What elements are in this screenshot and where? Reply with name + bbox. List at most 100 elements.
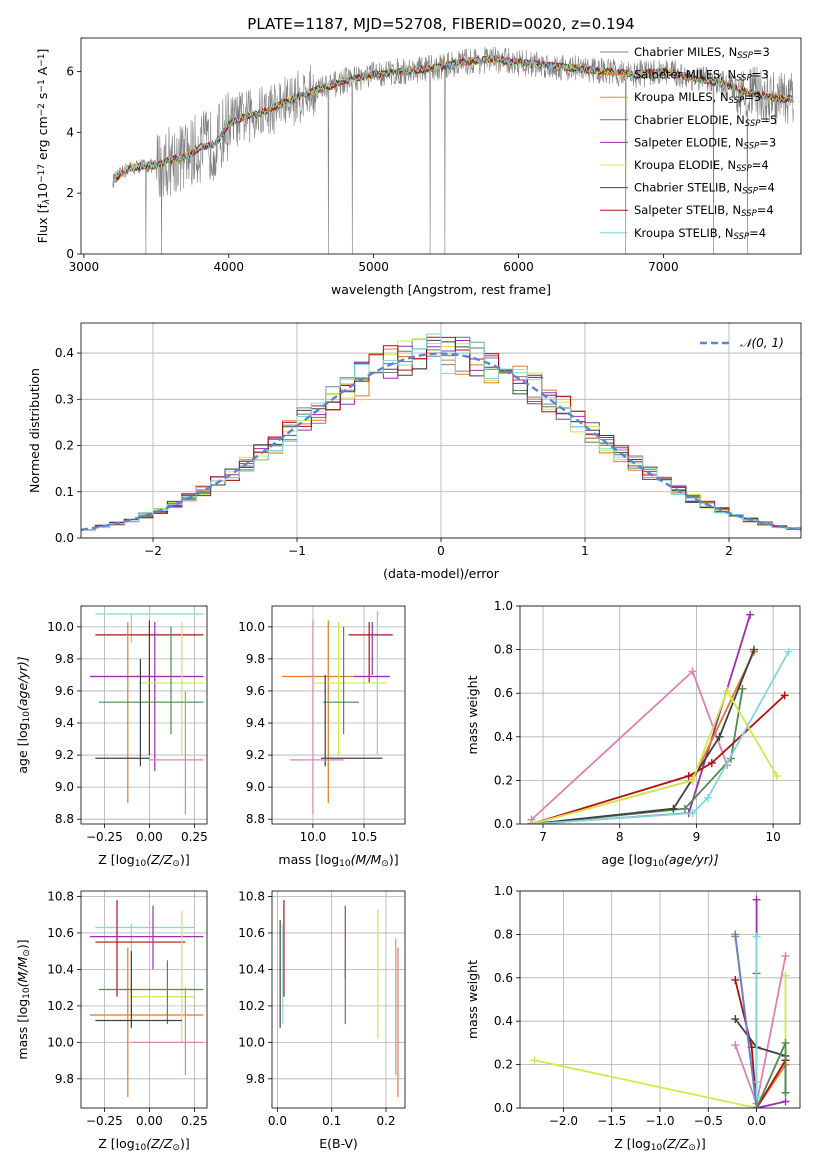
series-marker: [688, 776, 697, 785]
legend-entry: Kroupa ELODIE, NSSP=4: [634, 158, 769, 174]
series-marker: [752, 1104, 761, 1108]
x-axis-label: (data-model)/error: [383, 566, 500, 581]
y-tick-label: 1.0: [494, 599, 513, 613]
y-tick-label: 6: [66, 64, 74, 78]
x-tick-label: −0.5: [694, 1114, 723, 1128]
legend-entry: Kroupa STELIB, NSSP=4: [634, 226, 766, 242]
legend-entry: 𝒩(0, 1): [740, 336, 784, 350]
label-part: s: [35, 93, 50, 104]
label-part: age [log: [15, 722, 30, 773]
legend-label: Salpeter STELIB, N: [634, 203, 741, 217]
series-marker: [688, 667, 697, 676]
label-part: )]: [15, 939, 30, 949]
label-part: Z [log: [614, 1136, 650, 1151]
y-tick-label: 9.8: [246, 652, 265, 666]
y-tick-label: 4: [66, 125, 74, 139]
label-part: −1: [37, 79, 47, 92]
label-part: Z [log: [98, 1136, 134, 1151]
legend-label: Kroupa ELODIE, N: [634, 158, 736, 172]
y-tick-label: 9.8: [55, 1072, 74, 1086]
x-tick-label: 0.0: [747, 1114, 766, 1128]
axes-frame: [80, 322, 802, 539]
legend-label: Kroupa STELIB, N: [634, 226, 734, 240]
x-tick-label: 4000: [213, 260, 244, 274]
series-marker: [784, 647, 793, 656]
legend-label: Salpeter MILES, N: [634, 68, 736, 82]
y-tick-label: 0.0: [55, 531, 74, 545]
label-part: (Z/Z: [662, 1136, 689, 1151]
y-tick-label: 10.2: [47, 999, 74, 1013]
series-line: [531, 651, 755, 824]
figure-title: PLATE=1187, MJD=52708, FIBERID=0020, z=0…: [247, 15, 634, 33]
y-tick-label: 2: [66, 186, 74, 200]
series-marker: [530, 1056, 539, 1065]
series-marker: [715, 732, 724, 741]
series-marker: [731, 1015, 740, 1024]
series-marker: [752, 1093, 761, 1102]
grid: [272, 891, 405, 1108]
y-tick-label: 9.6: [55, 684, 74, 698]
label-part: (age/yr)]: [15, 656, 30, 711]
y-tick-label: 10.0: [238, 620, 265, 634]
label-part: mass [log: [15, 999, 30, 1060]
series-marker: [703, 793, 712, 802]
series-marker: [780, 691, 789, 700]
y-tick-label: 10.4: [238, 962, 265, 976]
series-marker: [749, 645, 758, 654]
x-tick-label: 0.0: [268, 1114, 287, 1128]
x-tick-label: 0: [437, 544, 445, 558]
panel-mass-vs-ebv: 0.0 0.1 0.2 9.8 10.0 10.2 10.4 10.6 10.8 E(B-V): [238, 889, 406, 1151]
plot-area: [282, 610, 393, 815]
legend-sub: SSP: [734, 232, 750, 242]
spectrum-model-line: [112, 54, 794, 185]
y-tick-label: 8.8: [246, 812, 265, 826]
y-tick-label: 0.2: [494, 1058, 513, 1072]
plot-area: [112, 46, 794, 254]
legend-label: Chabrier ELODIE, N: [634, 113, 745, 127]
label-part: )]: [389, 852, 399, 867]
series-marker: [688, 809, 697, 818]
legend-tail: =3: [752, 68, 769, 82]
y-tick-label: 0.4: [494, 1014, 513, 1028]
legend-entry: Chabrier STELIB, NSSP=4: [634, 181, 775, 197]
y-tick-label: 0.4: [55, 346, 74, 360]
x-tick-label: 0.2: [376, 1114, 395, 1128]
x-tick-label: 8: [616, 830, 624, 844]
x-tick-label: 10.0: [300, 830, 327, 844]
legend-sub: SSP: [737, 51, 753, 61]
series-marker: [781, 1088, 790, 1097]
y-axis-label: Normed distribution: [27, 368, 42, 493]
spectrum-data-line: [112, 46, 794, 254]
x-tick-label: −2.0: [549, 1114, 578, 1128]
x-axis-label: Z [log10(Z/Z⊙)]: [614, 1136, 705, 1153]
plot-area: [527, 610, 793, 824]
legend-tail: =4: [752, 158, 769, 172]
series-marker: [684, 772, 693, 781]
y-tick-label: 0.1: [55, 485, 74, 499]
label-part: )]: [696, 1136, 706, 1151]
y-tick-label: 0.3: [55, 392, 74, 406]
x-axis-label: Z [log10(Z/Z⊙)]: [98, 1136, 189, 1153]
series-marker: [707, 758, 716, 767]
legend-entry: Chabrier ELODIE, NSSP=5: [634, 113, 777, 129]
y-tick-label: 10.6: [47, 926, 74, 940]
series-marker: [781, 1097, 790, 1106]
panel-mass-vs-z: −0.25 0.00 0.25 9.8 10.0 10.2 10.4 10.6 10.8 Z [l…: [15, 889, 208, 1153]
legend-sub: SSP: [745, 119, 761, 129]
y-tick-label: 8.8: [55, 812, 74, 826]
legend-tail: =3: [759, 135, 776, 149]
y-tick-label: 9.0: [246, 780, 265, 794]
y-tick-label: 0.2: [494, 773, 513, 787]
x-tick-label: −1.5: [597, 1114, 626, 1128]
y-tick-label: 10.0: [47, 1035, 74, 1049]
x-tick-label: 5000: [358, 260, 389, 274]
y-tick-label: 0.4: [494, 730, 513, 744]
y-tick-label: 9.8: [55, 652, 74, 666]
legend-entry: Salpeter MILES, NSSP=3: [634, 68, 769, 84]
series-line: [734, 979, 787, 1108]
legend-entry: Salpeter STELIB, NSSP=4: [634, 203, 774, 219]
label-part: (M/M: [351, 852, 382, 867]
legend-label: Chabrier STELIB, N: [634, 181, 742, 195]
label-part: A: [35, 66, 50, 79]
label-part: 10: [35, 183, 50, 199]
